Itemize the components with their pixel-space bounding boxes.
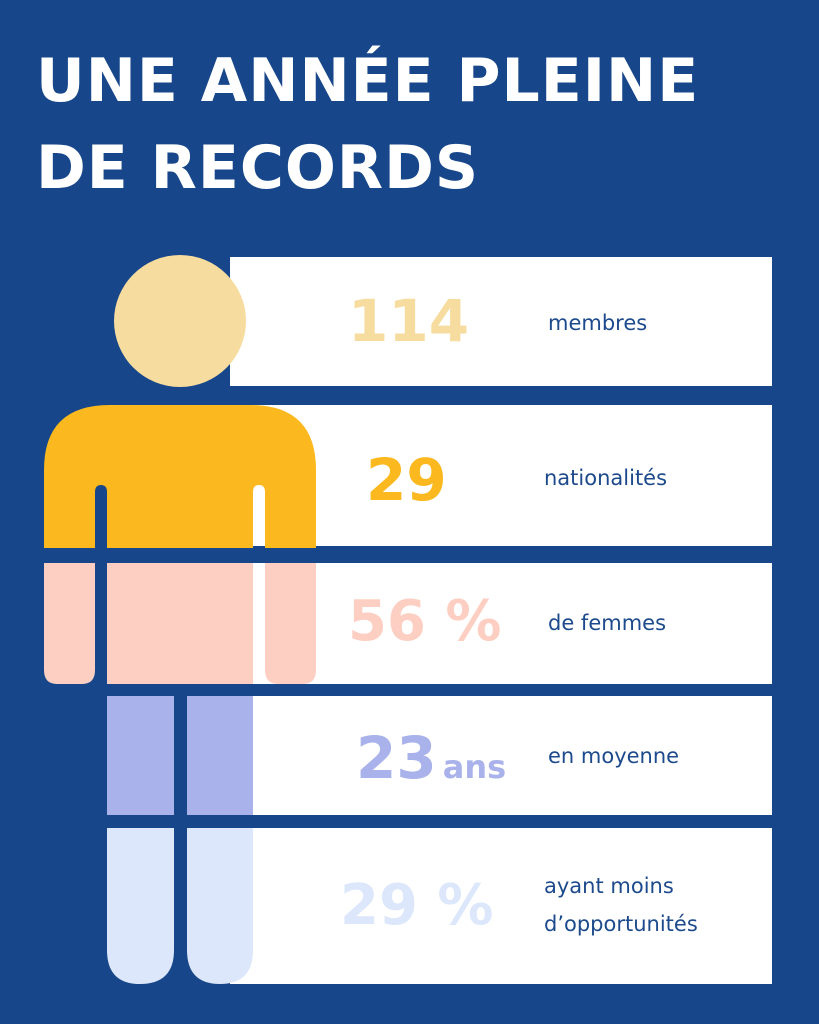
stat-value-age-unit: ans: [442, 748, 507, 786]
stat-label-members: membres: [548, 311, 648, 335]
stat-value-members: 114: [348, 287, 470, 355]
figure-shin-left: [107, 828, 174, 984]
stat-value-women: 56 %: [348, 589, 502, 654]
stat-label-opportunities-line-1: ayant moins: [544, 874, 674, 898]
stat-value-age-number: 23: [356, 724, 437, 792]
title-line-1: UNE ANNÉE PLEINE: [36, 46, 700, 116]
figure-leg-gap: [174, 696, 187, 717]
stat-card-nationalities: 29 nationalités: [230, 405, 772, 546]
figure-lower-body: [44, 563, 95, 684]
stat-value-opportunities: 29 %: [340, 873, 494, 938]
figure-thigh-left: [107, 696, 174, 815]
stat-card-opportunities: 29 % ayant moins d’opportunités: [230, 828, 772, 984]
title-line-2: DE RECORDS: [36, 133, 480, 203]
stat-label-opportunities: ayant moins d’opportunités: [544, 872, 698, 938]
infographic-title: UNE ANNÉE PLEINE DE RECORDS: [36, 38, 796, 212]
stat-label-opportunities-line-2: d’opportunités: [544, 912, 698, 936]
stat-value-nationalities: 29: [366, 446, 447, 514]
stat-card-women: 56 % de femmes: [230, 563, 772, 684]
stat-card-members: 114 membres: [230, 257, 772, 386]
stat-label-age: en moyenne: [548, 744, 680, 768]
stat-card-age: 23 ans en moyenne: [230, 696, 772, 815]
figure-head: [114, 255, 246, 387]
stat-value-age: 23 ans: [356, 729, 506, 787]
stat-label-nationalities: nationalités: [544, 466, 668, 490]
stat-label-women: de femmes: [548, 611, 667, 635]
